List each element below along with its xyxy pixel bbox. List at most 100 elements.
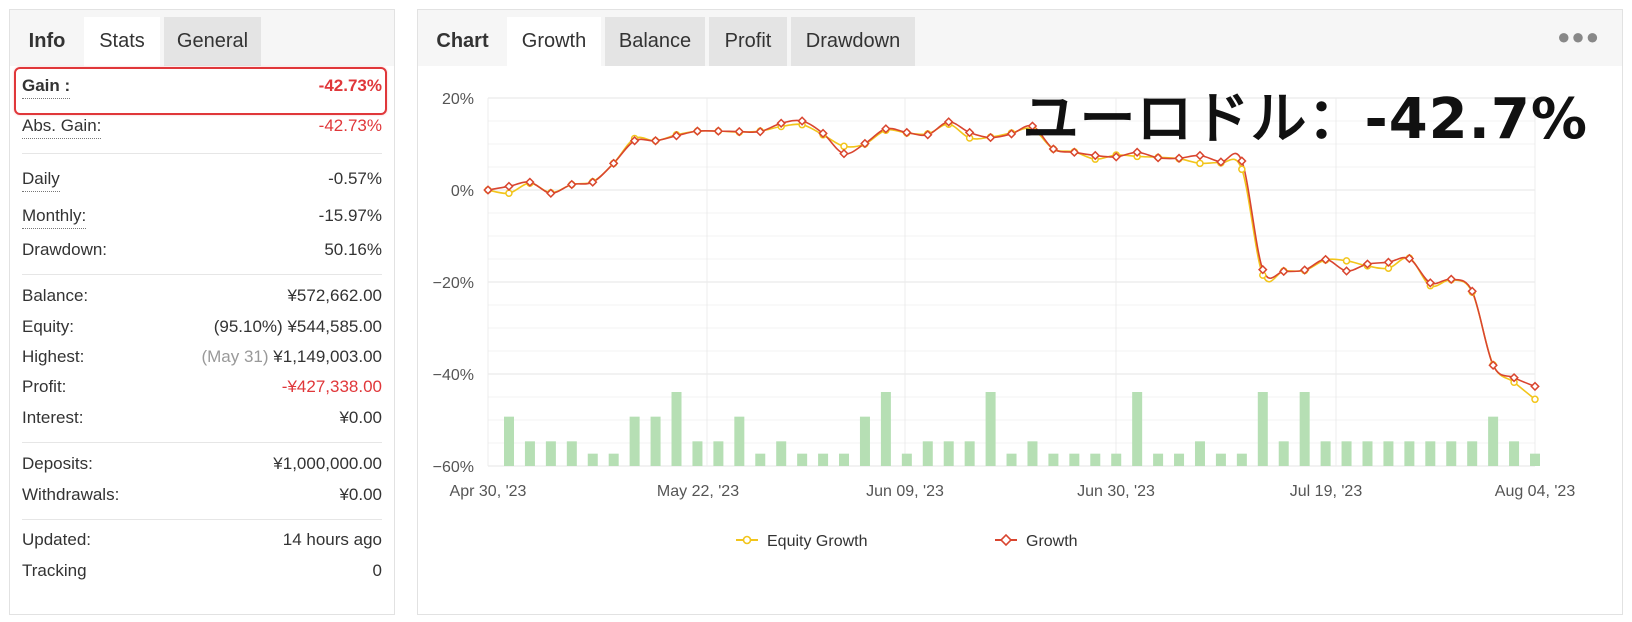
growth-point: [881, 124, 891, 134]
gain-highlight-box: [14, 67, 387, 115]
growth-point: [483, 185, 493, 195]
tab-chart[interactable]: Chart: [436, 30, 489, 52]
volume-bar: [1425, 441, 1436, 466]
growth-point: [1237, 156, 1247, 166]
withdrawals-value: ¥0.00: [339, 485, 382, 504]
interest-row: Interest: ¥0.00: [22, 403, 382, 433]
x-tick-label: Jun 30, '23: [1077, 483, 1155, 500]
daily-row: Daily -0.57%: [22, 164, 382, 194]
equity-row: Equity: (95.10%) ¥544,585.00: [22, 312, 382, 342]
tracking-value: 0: [372, 561, 382, 580]
tab-balance[interactable]: Balance: [605, 17, 705, 66]
tab-growth[interactable]: Growth: [507, 17, 601, 66]
deposits-value: ¥1,000,000.00: [273, 454, 382, 473]
gain-value: -42.73%: [318, 76, 382, 95]
growth-point: [587, 177, 598, 187]
volume-bar: [985, 392, 996, 466]
growth-point: [1383, 257, 1394, 267]
interest-value: ¥0.00: [339, 408, 382, 427]
growth-point: [1467, 286, 1477, 296]
volume-bar: [1257, 392, 1268, 466]
legend-growth[interactable]: Growth: [1026, 533, 1078, 550]
equity-growth-point: [1531, 395, 1539, 404]
highest-label: Highest:: [22, 347, 85, 366]
volume-bar: [1341, 441, 1352, 466]
growth-point: [608, 158, 619, 169]
growth-point: [1488, 360, 1498, 370]
volume-bar: [859, 416, 870, 466]
drawdown-row: Drawdown: 50.16%: [22, 235, 382, 265]
growth-point: [525, 177, 535, 187]
growth-point: [546, 188, 556, 198]
updated-value: 14 hours ago: [282, 530, 382, 549]
growth-point: [1006, 129, 1017, 139]
growth-point: [713, 126, 724, 136]
growth-point: [1048, 144, 1059, 154]
x-tick-label: Aug 04, '23: [1495, 483, 1576, 500]
more-horizontal-icon[interactable]: ●●●: [1557, 24, 1600, 49]
growth-point: [923, 130, 933, 140]
growth-point: [943, 117, 954, 127]
highest-value-group: (May 31) ¥1,149,003.00: [201, 342, 382, 372]
tab-general[interactable]: General: [164, 17, 261, 66]
x-tick-label: Apr 30, '23: [450, 483, 527, 500]
volume-bar: [524, 441, 535, 466]
daily-value: -0.57%: [328, 169, 382, 188]
highest-value: ¥1,149,003.00: [273, 347, 382, 366]
growth-point: [1425, 278, 1436, 288]
balance-label: Balance:: [22, 286, 89, 305]
growth-point: [818, 128, 828, 139]
divider: [22, 153, 382, 154]
volume-bar: [880, 392, 891, 466]
volume-bar: [797, 453, 808, 466]
highest-row: Highest: (May 31) ¥1,149,003.00: [22, 342, 382, 372]
divider: [22, 442, 382, 443]
equity-value: ¥544,585.00: [287, 317, 382, 336]
tab-drawdown[interactable]: Drawdown: [791, 17, 915, 66]
volume-bar: [1530, 453, 1540, 466]
equity-growth-line: [487, 123, 1536, 400]
growth-point: [860, 138, 870, 149]
growth-point: [902, 127, 912, 138]
volume-bar: [1027, 441, 1038, 466]
profit-row: Profit: -¥427,338.00: [22, 372, 382, 402]
drawdown-value: 50.16%: [324, 240, 382, 259]
volume-bar: [818, 453, 829, 466]
growth-point: [1341, 266, 1352, 276]
volume-bar: [587, 453, 598, 466]
tracking-label: Tracking: [22, 561, 87, 580]
volume-bar: [1194, 441, 1205, 466]
growth-point: [1404, 253, 1415, 264]
growth-point: [1320, 254, 1331, 265]
monthly-label: Monthly:: [22, 204, 87, 229]
growth-point: [1153, 153, 1163, 163]
growth-point: [504, 181, 514, 192]
y-tick-label: −20%: [433, 275, 474, 292]
growth-point: [1174, 153, 1184, 163]
volume-bar: [1048, 453, 1059, 466]
volume-bar: [776, 441, 787, 466]
growth-point: [964, 127, 975, 138]
drawdown-label: Drawdown:: [22, 240, 108, 259]
y-tick-label: 20%: [442, 91, 474, 108]
growth-point: [1111, 152, 1121, 162]
tab-profit[interactable]: Profit: [709, 17, 787, 66]
info-tabbar: Info Stats General: [10, 10, 394, 66]
volume-bar: [1404, 441, 1415, 466]
growth-point: [755, 126, 765, 137]
growth-point: [1216, 157, 1226, 167]
y-tick-label: −40%: [433, 367, 474, 384]
volume-bar: [943, 441, 954, 466]
volume-bar: [1320, 441, 1331, 466]
growth-point: [567, 179, 577, 190]
growth-point: [692, 126, 703, 136]
tab-info[interactable]: Info: [28, 30, 66, 52]
growth-point: [985, 132, 996, 143]
volume-bar: [734, 416, 745, 466]
tab-stats[interactable]: Stats: [84, 17, 160, 66]
legend-equity-growth[interactable]: Equity Growth: [767, 533, 867, 550]
equity-label: Equity:: [22, 317, 74, 336]
volume-bar: [1467, 441, 1478, 466]
volume-bar: [1090, 453, 1101, 466]
volume-bar: [1111, 453, 1122, 466]
